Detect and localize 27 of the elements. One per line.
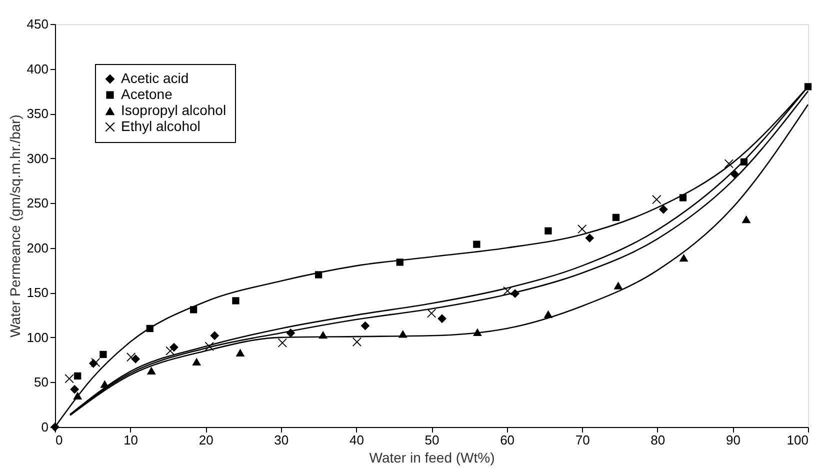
x-tick-label: 90 bbox=[726, 432, 740, 448]
y-tick-label: 350 bbox=[26, 106, 48, 122]
y-tick-label: 400 bbox=[26, 61, 48, 76]
x-tick-label: 50 bbox=[424, 432, 440, 448]
y-tick-label: 300 bbox=[26, 150, 48, 166]
legend-label: Ethyl alcohol bbox=[121, 118, 200, 134]
x-axis-title: Water in feed (Wt%) bbox=[369, 450, 495, 466]
x-tick-label: 40 bbox=[349, 432, 364, 448]
y-tick-label: 250 bbox=[26, 196, 48, 211]
x-tick-label: 20 bbox=[198, 432, 214, 448]
x-tick-label: 80 bbox=[650, 432, 666, 448]
legend-label: Acetone bbox=[121, 86, 173, 102]
y-tick-label: 50 bbox=[34, 374, 48, 390]
x-tick-label: 0 bbox=[56, 432, 63, 448]
x-tick-label: 70 bbox=[575, 432, 590, 448]
legend-label: Isopropyl alcohol bbox=[121, 102, 226, 118]
y-tick-label: 150 bbox=[26, 285, 48, 300]
y-tick-label: 450 bbox=[26, 16, 48, 32]
y-tick-label: 100 bbox=[26, 330, 48, 345]
x-tick-label: 10 bbox=[124, 432, 138, 448]
y-axis-title: Water Permeance (gm/sq.m.hr./bar) bbox=[6, 114, 23, 338]
y-tick-label: 0 bbox=[41, 420, 48, 434]
legend-label: Acetic acid bbox=[121, 70, 189, 86]
y-tick-label: 200 bbox=[26, 240, 48, 256]
x-tick-label: 30 bbox=[274, 432, 289, 448]
x-tick-label: 60 bbox=[500, 432, 515, 448]
x-tick-label: 100 bbox=[786, 432, 808, 448]
